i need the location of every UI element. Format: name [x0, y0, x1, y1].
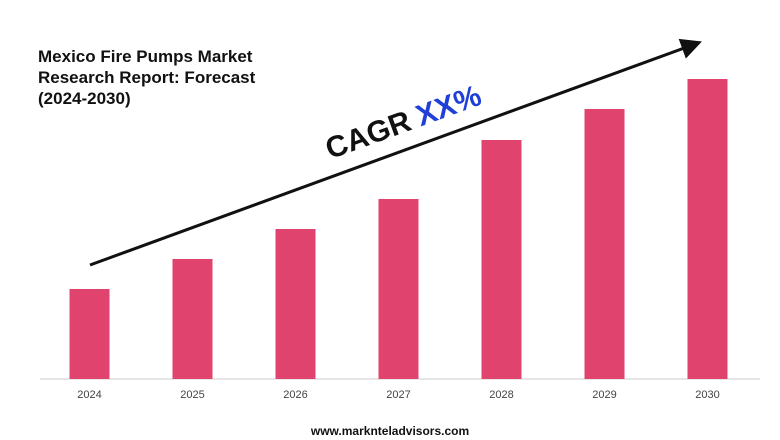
chart-title: Mexico Fire Pumps Market Research Report…	[38, 47, 256, 108]
x-tick-label: 2025	[180, 389, 204, 401]
x-tick-label: 2029	[592, 389, 616, 401]
bar	[378, 199, 419, 379]
x-tick-label: 2028	[489, 389, 513, 401]
bar	[584, 109, 625, 379]
trend-arrow	[89, 38, 702, 267]
x-tick-label: 2027	[386, 389, 410, 401]
x-tick-label: 2030	[695, 389, 719, 401]
cagr-annotation: CAGRXX%	[321, 79, 486, 166]
bar	[687, 79, 728, 379]
footer: www.marknteladvisors.com	[310, 424, 470, 438]
x-tick-label: 2024	[77, 389, 101, 401]
bar	[172, 259, 213, 379]
bar	[481, 140, 522, 379]
cagr-label: CAGR	[321, 105, 416, 166]
bar	[69, 289, 110, 379]
x-tick-label: 2026	[283, 389, 307, 401]
bar	[275, 229, 316, 379]
